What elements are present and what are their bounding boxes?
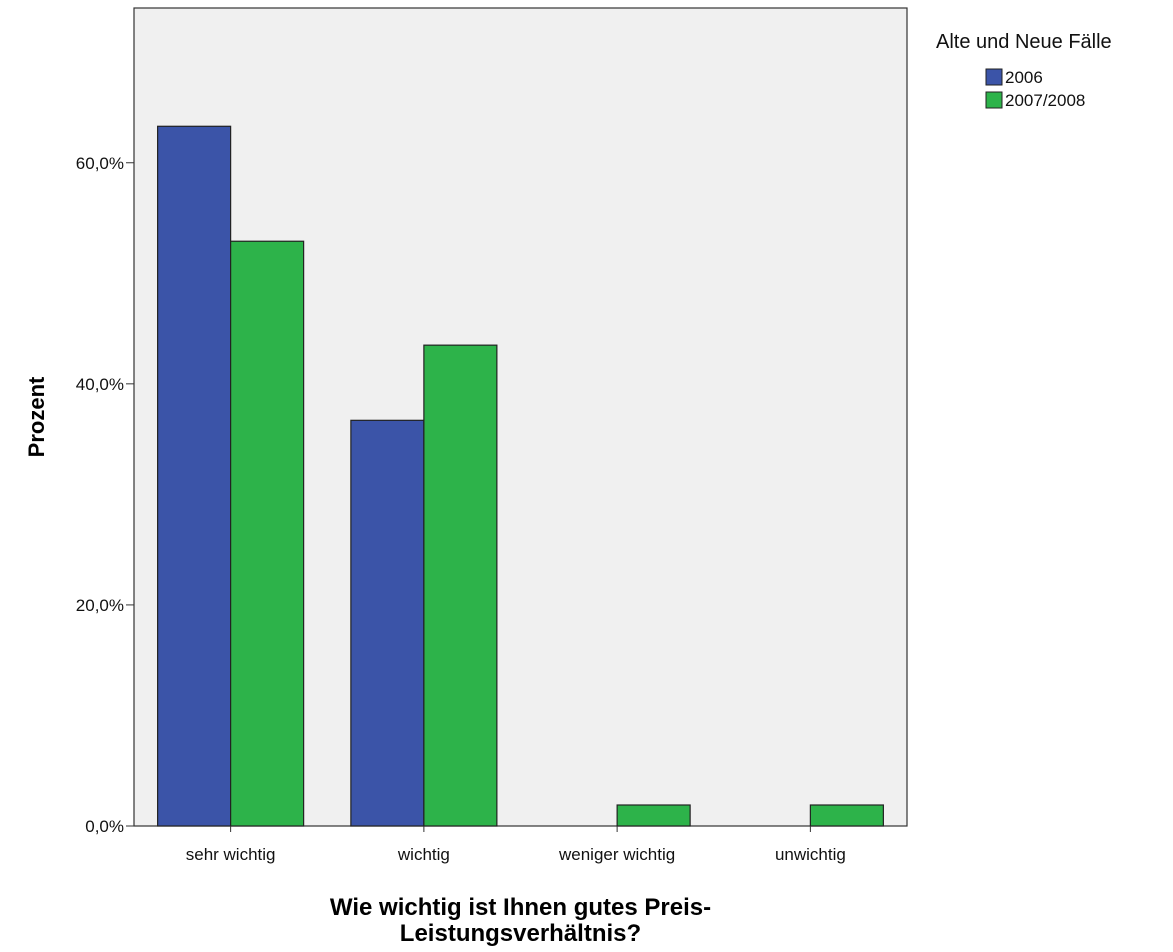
bar-2006-wichtig bbox=[350, 419, 425, 827]
y-tick-label: 60,0% bbox=[76, 154, 124, 173]
legend-label: 2006 bbox=[1005, 68, 1043, 87]
x-tick-label: sehr wichtig bbox=[186, 845, 276, 864]
y-tick-label: 40,0% bbox=[76, 375, 124, 394]
bar-2007-2008-wichtig bbox=[423, 344, 498, 827]
y-tick-label: 20,0% bbox=[76, 596, 124, 615]
x-axis-title-line: Leistungsverhältnis? bbox=[400, 920, 641, 947]
y-tick-label: 0,0% bbox=[85, 817, 124, 836]
legend-label: 2007/2008 bbox=[1005, 91, 1085, 110]
legend-swatch-2006 bbox=[985, 68, 1003, 86]
legend-title: Alte und Neue Fälle bbox=[936, 31, 1112, 53]
bar-2006-sehr-wichtig bbox=[157, 125, 232, 827]
y-axis-title: Prozent bbox=[24, 376, 49, 457]
x-tick-label: unwichtig bbox=[775, 845, 846, 864]
bar-2007-2008-unwichtig bbox=[809, 804, 884, 827]
x-axis-title-line: Wie wichtig ist Ihnen gutes Preis- bbox=[330, 894, 711, 921]
x-tick-label: wichtig bbox=[397, 845, 450, 864]
x-tick-label: weniger wichtig bbox=[558, 845, 675, 864]
bar-2007-2008-weniger-wichtig bbox=[616, 804, 691, 827]
bar-2007-2008-sehr-wichtig bbox=[230, 240, 305, 827]
legend-swatch-2007-2008 bbox=[985, 91, 1003, 109]
